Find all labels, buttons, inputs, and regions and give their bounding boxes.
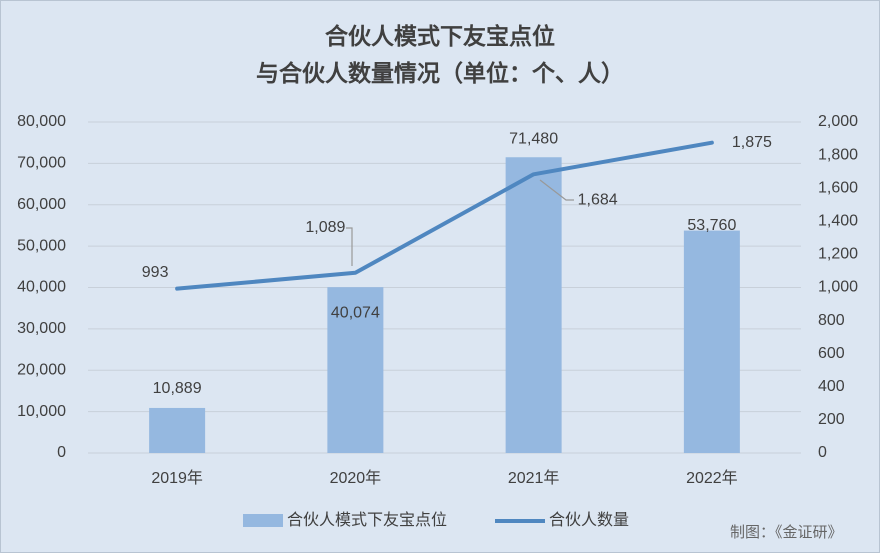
line xyxy=(175,140,714,291)
legend-label: 合伙人模式下友宝点位 xyxy=(287,511,447,529)
y2-tick-label: 1,800 xyxy=(818,146,858,163)
leader-line xyxy=(539,179,574,201)
data-label: 1,089 xyxy=(305,219,345,236)
data-label: 53,760 xyxy=(687,217,736,234)
data-label: 40,074 xyxy=(331,304,380,321)
lines xyxy=(175,140,714,291)
bars xyxy=(149,157,740,453)
y-tick-label: 20,000 xyxy=(17,361,66,378)
y-tick-label: 10,000 xyxy=(17,403,66,420)
y-tick-label: 50,000 xyxy=(17,237,66,254)
y2-tick-label: 800 xyxy=(818,312,845,329)
y2-tick-label: 0 xyxy=(818,444,827,461)
note: 制图：《金证研》 xyxy=(730,524,843,541)
legend-label: 合伙人数量 xyxy=(549,511,629,529)
x-tick-label: 2021年 xyxy=(508,469,560,487)
y-tick-label: 0 xyxy=(57,444,66,461)
chart-title: 合伙人模式下友宝点位 xyxy=(325,23,555,49)
data-label: 10,889 xyxy=(153,380,202,397)
y2-tick-label: 1,600 xyxy=(818,179,858,196)
y-tick-label: 60,000 xyxy=(17,196,66,213)
chart-title: 与合伙人数量情况（单位：个、人） xyxy=(256,60,624,86)
data-label: 1,875 xyxy=(732,134,772,151)
legend-swatch xyxy=(243,514,283,527)
data-label: 71,480 xyxy=(509,130,558,147)
data-label: 1,684 xyxy=(578,192,618,209)
y2-tick-label: 200 xyxy=(818,411,845,428)
grid xyxy=(88,121,801,454)
bar xyxy=(683,230,740,453)
bar xyxy=(327,287,384,453)
y-tick-label: 70,000 xyxy=(17,155,66,172)
y-tick-label: 80,000 xyxy=(17,113,66,130)
y2-tick-label: 2,000 xyxy=(818,113,858,130)
bar xyxy=(149,407,206,453)
y-tick-label: 40,000 xyxy=(17,279,66,296)
y2-tick-label: 600 xyxy=(818,345,845,362)
labels: 10,889 40,074 71,480 53,760 993 1,089 1,684 1,8… xyxy=(142,130,772,397)
y-tick-label: 30,000 xyxy=(17,320,66,337)
x-tick-label: 2019年 xyxy=(151,469,203,487)
y2-tick-label: 1,000 xyxy=(818,279,858,296)
x-tick-label: 2022年 xyxy=(686,469,738,487)
bar xyxy=(505,157,562,453)
leader-line xyxy=(346,227,353,266)
y2-tick-label: 1,400 xyxy=(818,213,858,230)
data-label: 993 xyxy=(142,264,169,281)
y2-tick-label: 400 xyxy=(818,378,845,395)
x-tick-label: 2020年 xyxy=(330,469,382,487)
y2-tick-label: 1,200 xyxy=(818,246,858,263)
